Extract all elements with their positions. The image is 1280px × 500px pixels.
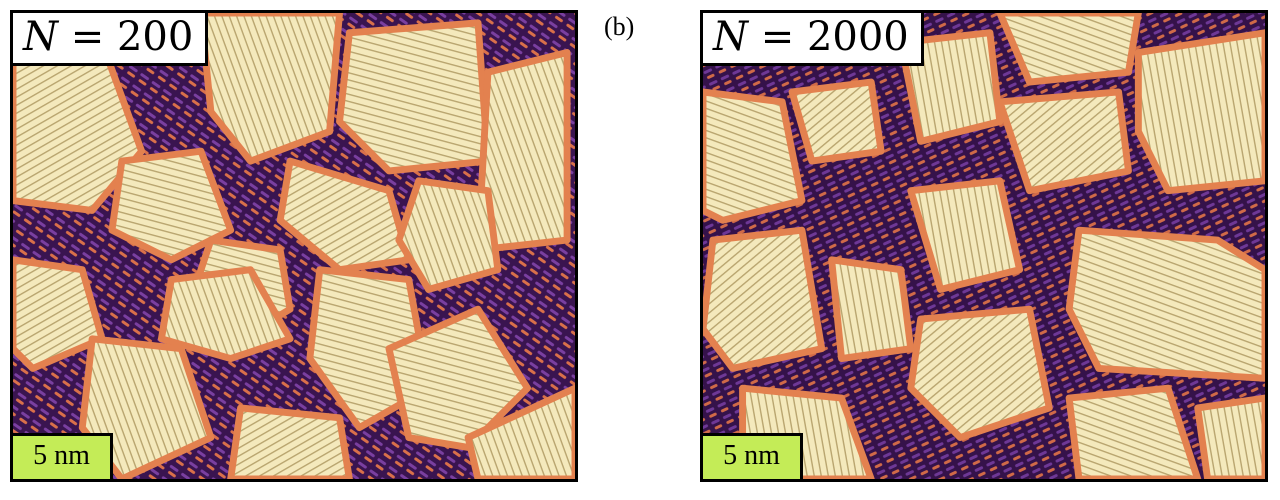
- scale-bar: 5 nm: [703, 433, 803, 479]
- scale-bar: 5 nm: [13, 433, 113, 479]
- n-value: 2000: [806, 14, 909, 60]
- n-symbol: N: [23, 14, 58, 60]
- equals-sign: =: [58, 14, 117, 60]
- polymer-morphology-image-n200: [13, 13, 575, 479]
- micrograph-panel-n200: N = 200 5 nm: [10, 10, 578, 482]
- chain-length-label: N = 200: [13, 13, 209, 66]
- panel-b-tag: (b): [604, 12, 635, 41]
- n-symbol: N: [713, 14, 748, 60]
- polymer-morphology-image-n2000: [703, 13, 1265, 479]
- micrograph-panel-n2000: N = 2000 5 nm: [700, 10, 1268, 482]
- equals-sign: =: [748, 14, 807, 60]
- n-value: 200: [116, 14, 194, 60]
- chain-length-label: N = 2000: [703, 13, 924, 66]
